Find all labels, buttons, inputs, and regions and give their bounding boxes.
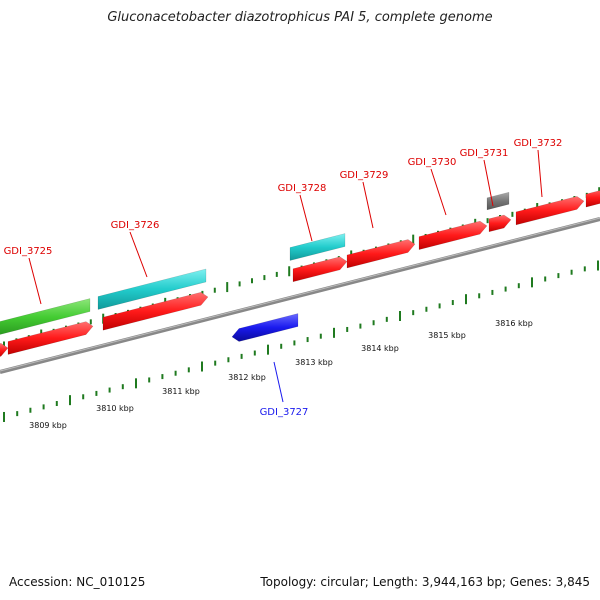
kbp-label: 3812 kbp bbox=[228, 373, 266, 382]
gene-label: GDI_3729 bbox=[340, 170, 389, 181]
gene-label: GDI_3731 bbox=[460, 148, 509, 159]
gene-label: GDI_3727 bbox=[260, 407, 309, 418]
kbp-label: 3813 kbp bbox=[295, 358, 333, 367]
green-feature bbox=[0, 298, 91, 335]
kbp-label-layer: 3809 kbp 3810 kbp 3811 kbp 3812 kbp 3813 kbp… bbox=[29, 319, 533, 430]
callout-line bbox=[362, 181, 374, 229]
gene-label: GDI_3725 bbox=[4, 246, 53, 257]
map-title: Gluconacetobacter diazotrophicus PAI 5, … bbox=[107, 10, 493, 25]
cyan-feature bbox=[289, 233, 346, 261]
gene-callouts: GDI_3725 GDI_3726 GDI_3728 GDI_3729 GDI_3730… bbox=[4, 138, 563, 418]
backbone-line bbox=[0, 217, 600, 374]
gene-arrow bbox=[418, 220, 488, 250]
gene-arrow bbox=[102, 291, 209, 331]
gene-arrow bbox=[585, 190, 600, 208]
gene-arrow bbox=[292, 256, 348, 283]
gene-arrow bbox=[488, 214, 512, 233]
callout-line bbox=[483, 159, 494, 207]
gene-label: GDI_3726 bbox=[111, 220, 160, 231]
callout-line bbox=[129, 231, 148, 278]
callout-line bbox=[299, 194, 313, 242]
kbp-label: 3811 kbp bbox=[162, 387, 200, 396]
backbone-highlight bbox=[0, 217, 600, 372]
callout-line bbox=[537, 149, 543, 198]
callout-line bbox=[273, 361, 284, 403]
gene-label: GDI_3728 bbox=[278, 183, 327, 194]
kbp-label: 3809 kbp bbox=[29, 421, 67, 430]
kbp-label: 3815 kbp bbox=[428, 331, 466, 340]
kbp-label: 3814 kbp bbox=[361, 344, 399, 353]
kbp-label: 3816 kbp bbox=[495, 319, 533, 328]
gene-arrow bbox=[0, 342, 9, 357]
gene-arrow bbox=[346, 239, 416, 269]
kbp-label: 3810 kbp bbox=[96, 404, 134, 413]
gray-feature bbox=[486, 191, 510, 211]
accession-text: Accession: NC_010125 bbox=[9, 575, 146, 589]
cyan-feature bbox=[97, 268, 207, 310]
genome-summary-text: Topology: circular; Length: 3,944,163 bp… bbox=[260, 575, 590, 589]
gene-arrow bbox=[515, 196, 585, 226]
callout-line bbox=[430, 168, 447, 216]
feature-layer bbox=[0, 190, 600, 357]
callout-line bbox=[28, 257, 42, 305]
gene-arrow bbox=[231, 313, 299, 342]
gene-label: GDI_3732 bbox=[514, 138, 563, 149]
gene-arrow bbox=[7, 321, 94, 355]
gene-label: GDI_3730 bbox=[408, 157, 457, 168]
genome-backbone bbox=[0, 217, 600, 374]
lower-tick-track bbox=[3, 260, 599, 422]
